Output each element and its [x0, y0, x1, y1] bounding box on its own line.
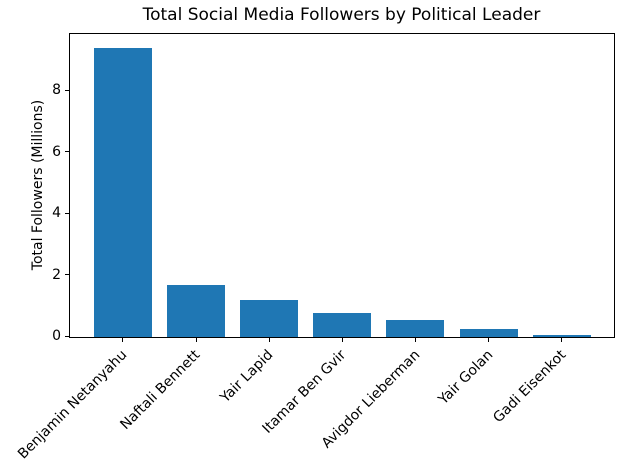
bar-yair-golan — [459, 329, 518, 337]
y-tick-mark — [65, 212, 69, 214]
y-tick-mark — [65, 89, 69, 91]
bar-benjamin-netanyahu — [93, 48, 152, 337]
y-tick-mark — [65, 335, 69, 337]
y-tick-label: 2 — [52, 266, 61, 283]
bar-gadi-eisenkot — [532, 334, 591, 337]
bar-naftali-bennett — [166, 284, 225, 337]
y-axis-label: Total Followers (Millions) — [30, 99, 46, 271]
y-tick-mark — [65, 274, 69, 276]
x-tick-mark — [341, 338, 343, 342]
y-tick-label: 8 — [52, 82, 61, 99]
x-tick-mark — [195, 338, 197, 342]
bar-avigdor-lieberman — [386, 320, 445, 337]
bar-itamar-ben-gvir — [313, 313, 372, 337]
y-tick-label: 4 — [52, 205, 61, 222]
x-tick-mark — [415, 338, 416, 342]
x-tick-mark — [488, 338, 490, 342]
plot-area — [69, 33, 615, 338]
y-tick-mark — [65, 151, 69, 153]
x-tick-mark — [561, 338, 563, 342]
chart-title: Total Social Media Followers by Politica… — [142, 5, 541, 25]
x-tick-mark — [268, 338, 270, 342]
y-tick-label: 6 — [52, 143, 61, 160]
bar-yair-lapid — [240, 300, 299, 337]
x-tick-mark — [122, 338, 124, 342]
y-tick-label: 0 — [52, 328, 61, 344]
